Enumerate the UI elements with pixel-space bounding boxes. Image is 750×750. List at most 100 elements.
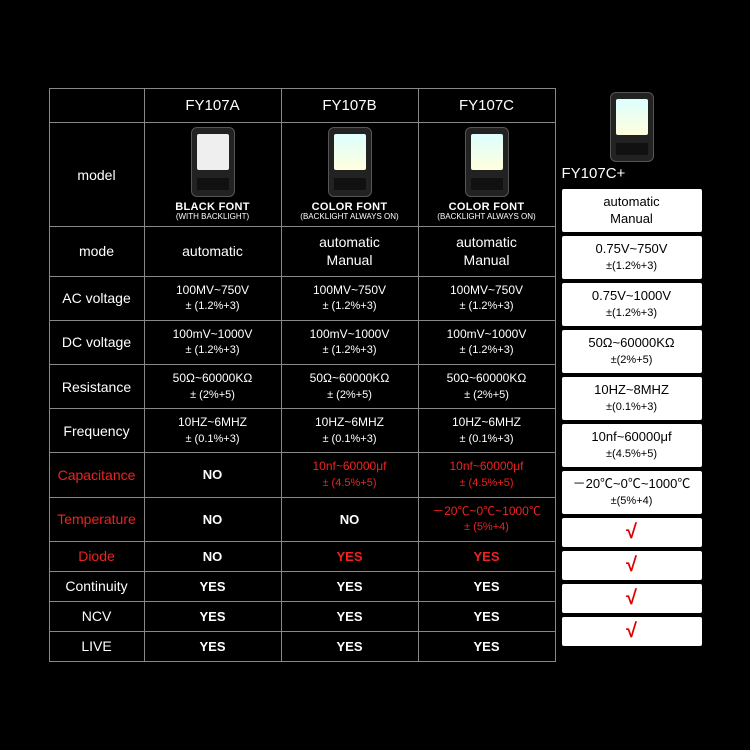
side-freq-t: ±(0.1%+3) [606,401,657,413]
dc-v: 100mV~1000V [310,327,390,341]
ncv-b: YES [281,601,418,631]
blank-header [49,89,144,123]
side-temp-v: －20℃~0℃~1000℃ [573,476,691,491]
row-ncv-label: NCV [49,601,144,631]
device-icon [610,92,654,162]
cont-b: YES [281,571,418,601]
side-ac-t: ±(1.2%+3) [606,260,657,272]
mode-b: automatic Manual [281,227,418,276]
side-cap: 10nf~60000μf±(4.5%+5) [562,424,702,467]
cap-t: ± (4.5%+5) [459,477,513,489]
cont-a: YES [144,571,281,601]
ncv-a: YES [144,601,281,631]
res-v: 50Ω~60000KΩ [447,371,527,385]
fontsub-b: (BACKLIGHT ALWAYS ON) [282,213,418,222]
freq-t: ± (0.1%+3) [459,433,513,445]
dc-t: ± (1.2%+3) [459,344,513,356]
side-cont: √ [562,551,702,580]
side-header: FY107C+ [562,88,702,185]
live-c: YES [418,631,555,661]
side-mode1: automatic [603,194,659,209]
side-dc: 0.75V~1000V±(1.2%+3) [562,283,702,326]
dc-v: 100mV~1000V [447,327,527,341]
mode-b2: Manual [327,252,373,268]
cap-a: NO [144,453,281,497]
dc-t: ± (1.2%+3) [322,344,376,356]
ac-v: 100MV~750V [450,283,523,297]
row-mode-label: mode [49,227,144,276]
cap-b: 10nf~60000μf± (4.5%+5) [281,453,418,497]
ac-b: 100MV~750V ± (1.2%+3) [281,276,418,320]
mode-c: automatic Manual [418,227,555,276]
cap-v: 10nf~60000μf [450,459,524,473]
dc-t: ± (1.2%+3) [185,344,239,356]
live-a: YES [144,631,281,661]
ac-c: 100MV~750V ± (1.2%+3) [418,276,555,320]
freq-t: ± (0.1%+3) [185,433,239,445]
freq-b: 10HZ~6MHZ± (0.1%+3) [281,409,418,453]
ac-v: 100MV~750V [176,283,249,297]
side-mode: automatic Manual [562,189,702,232]
row-dc-label: DC voltage [49,320,144,364]
res-b: 50Ω~60000KΩ ± (2%+5) [281,364,418,408]
diode-b: YES [281,541,418,571]
header-c: FY107C [418,89,555,123]
row-diode-label: Diode [49,541,144,571]
dc-a: 100mV~1000V ± (1.2%+3) [144,320,281,364]
dc-c: 100mV~1000V ± (1.2%+3) [418,320,555,364]
mode-b1: automatic [319,234,380,250]
temp-t: ± (5%+4) [464,521,509,533]
res-t: ± (2%+5) [190,389,235,401]
row-cont-label: Continuity [49,571,144,601]
side-cap-t: ±(4.5%+5) [606,448,657,460]
temp-b: NO [281,497,418,541]
row-freq-label: Frequency [49,409,144,453]
ac-t: ± (1.2%+3) [459,300,513,312]
model-b: COLOR FONT (BACKLIGHT ALWAYS ON) [281,123,418,227]
freq-v: 10HZ~6MHZ [178,415,247,429]
side-ncv: √ [562,584,702,613]
side-temp: －20℃~0℃~1000℃±(5%+4) [562,471,702,514]
side-res: 50Ω~60000KΩ ±(2%+5) [562,330,702,373]
fontsub-c: (BACKLIGHT ALWAYS ON) [419,213,555,222]
mode-a: automatic [144,227,281,276]
temp-a: NO [144,497,281,541]
side-res-t: ±(2%+5) [611,354,653,366]
diode-a: NO [144,541,281,571]
cap-c: 10nf~60000μf ± (4.5%+5) [418,453,555,497]
res-c: 50Ω~60000KΩ ± (2%+5) [418,364,555,408]
ac-v: 100MV~750V [313,283,386,297]
temp-v: －20℃~0℃~1000℃ [432,504,541,518]
device-icon [191,127,235,197]
row-ac-label: AC voltage [49,276,144,320]
row-live-label: LIVE [49,631,144,661]
device-icon [328,127,372,197]
cont-c: YES [418,571,555,601]
side-freq-v: 10HZ~8MHZ [594,382,669,397]
model-a: BLACK FONT (WITH BACKLIGHT) [144,123,281,227]
side-ac: 0.75V~750V ±(1.2%+3) [562,236,702,279]
side-freq: 10HZ~8MHZ ±(0.1%+3) [562,377,702,420]
freq-t: ± (0.1%+3) [322,433,376,445]
cap-v: 10nf~60000μf [313,459,387,473]
res-t: ± (2%+5) [327,389,372,401]
mode-c1: automatic [456,234,517,250]
model-c: COLOR FONT (BACKLIGHT ALWAYS ON) [418,123,555,227]
fontsub-a: (WITH BACKLIGHT) [145,213,281,222]
side-diode: √ [562,518,702,547]
side-model: FY107C+ [562,165,702,182]
row-cap-label: Capacitance [49,453,144,497]
comparison-table: FY107A FY107B FY107C model BLACK FONT (W… [49,88,556,661]
freq-v: 10HZ~6MHZ [452,415,521,429]
res-t: ± (2%+5) [464,389,509,401]
row-model-label: model [49,123,144,227]
res-v: 50Ω~60000KΩ [310,371,390,385]
res-v: 50Ω~60000KΩ [173,371,253,385]
side-ac-v: 0.75V~750V [596,241,668,256]
mode-c2: Manual [464,252,510,268]
row-res-label: Resistance [49,364,144,408]
ac-t: ± (1.2%+3) [322,300,376,312]
side-mode2: Manual [610,211,653,226]
side-res-v: 50Ω~60000KΩ [588,335,674,350]
dc-v: 100mV~1000V [173,327,253,341]
